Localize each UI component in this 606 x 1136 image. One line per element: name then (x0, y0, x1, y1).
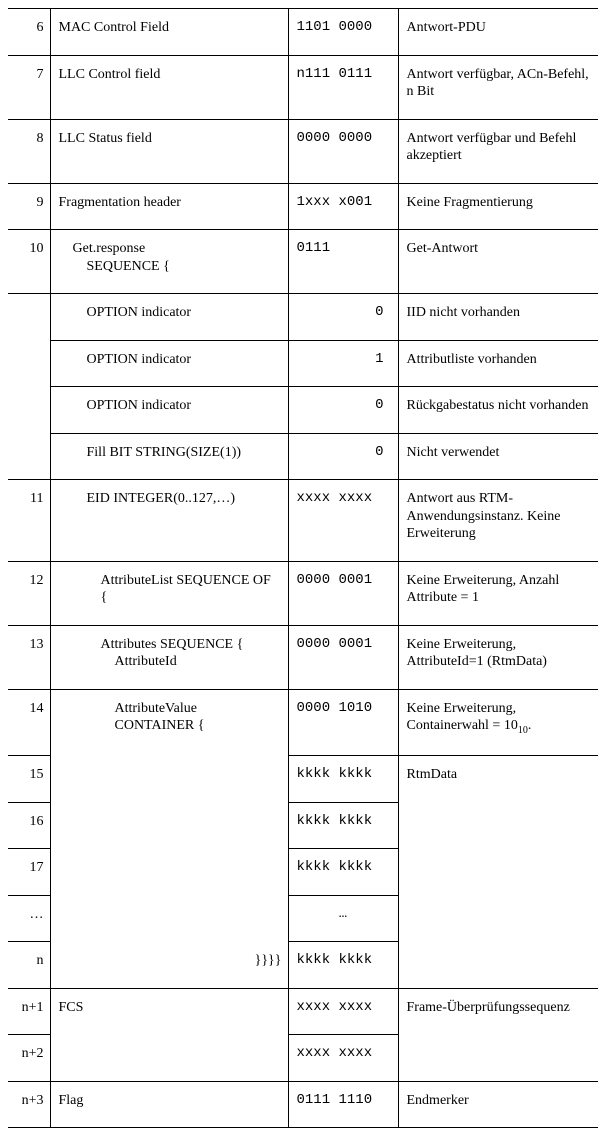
name-line1: Attributes SEQUENCE { (101, 637, 244, 652)
table-row: 17 kkkk kkkk (8, 849, 598, 896)
row-num: 16 (8, 802, 50, 849)
row-num: 6 (8, 9, 50, 56)
row-bits: xxxx xxxx (288, 988, 398, 1035)
row-desc: Antwort-PDU (398, 9, 598, 56)
row-name: FCS (50, 988, 288, 1035)
row-num: 11 (8, 480, 50, 562)
table-row: n+1 FCS xxxx xxxx Frame-Überprüfungssequ… (8, 988, 598, 1035)
table-row: 10 Get.response SEQUENCE { 0111 Get-Antw… (8, 230, 598, 294)
row-num: n (8, 942, 50, 989)
row-bits: 0 (288, 294, 398, 341)
row-desc: IID nicht vorhanden (398, 294, 598, 341)
row-bits: 0 (288, 433, 398, 480)
row-bits: 1xxx x001 (288, 183, 398, 230)
row-name: AttributeValue CONTAINER { (50, 689, 288, 756)
row-desc: Attributliste vorhanden (398, 340, 598, 387)
table-row: … … (8, 895, 598, 942)
row-brace: }}}} (50, 942, 288, 989)
table-row: OPTION indicator 1 Attributliste vorhand… (8, 340, 598, 387)
row-name: OPTION indicator (50, 387, 288, 434)
name-line2: AttributeId (101, 654, 177, 669)
row-num: … (8, 895, 50, 942)
row-bits: 0000 0001 (288, 561, 398, 625)
row-num: 17 (8, 849, 50, 896)
table-row: 8 LLC Status field 0000 0000 Antwort ver… (8, 119, 598, 183)
row-bits: 1101 0000 (288, 9, 398, 56)
row-bits: … (288, 895, 398, 942)
table-row: 7 LLC Control field n111 0111 Antwort ve… (8, 55, 598, 119)
row-desc: Rückgabestatus nicht vorhanden (398, 387, 598, 434)
row-bits: 0111 1110 (288, 1081, 398, 1128)
row-name: Attributes SEQUENCE { AttributeId (50, 625, 288, 689)
row-bits: 0 (288, 387, 398, 434)
row-bits: 0000 1010 (288, 689, 398, 756)
row-num: 10 (8, 230, 50, 294)
row-num: 8 (8, 119, 50, 183)
table-row: 12 AttributeList SEQUENCE OF { 0000 0001… (8, 561, 598, 625)
row-desc: RtmData (398, 756, 598, 803)
table-row: 6 MAC Control Field 1101 0000 Antwort-PD… (8, 9, 598, 56)
row-num: n+3 (8, 1081, 50, 1128)
row-name: Fill BIT STRING(SIZE(1)) (50, 433, 288, 480)
row-bits: n111 0111 (288, 55, 398, 119)
table-row: n }}}} kkkk kkkk (8, 942, 598, 989)
row-name: EID INTEGER(0..127,…) (50, 480, 288, 562)
table-row: 14 AttributeValue CONTAINER { 0000 1010 … (8, 689, 598, 756)
row-desc: Keine Erweiterung, Containerwahl = 1010. (398, 689, 598, 756)
row-desc: Keine Erweiterung, Anzahl Attribute = 1 (398, 561, 598, 625)
row-desc: Nicht verwendet (398, 433, 598, 480)
row-desc: Get-Antwort (398, 230, 598, 294)
row-name: AttributeList SEQUENCE OF { (50, 561, 288, 625)
row-num: 13 (8, 625, 50, 689)
row-name: Get.response SEQUENCE { (50, 230, 288, 294)
row-num: 15 (8, 756, 50, 803)
row-bits: kkkk kkkk (288, 942, 398, 989)
row-bits: 0000 0001 (288, 625, 398, 689)
table-row: OPTION indicator 0 IID nicht vorhanden (8, 294, 598, 341)
row-num: 7 (8, 55, 50, 119)
row-desc: Antwort verfügbar und Befehl akzeptiert (398, 119, 598, 183)
row-num: 12 (8, 561, 50, 625)
row-desc: Keine Fragmentierung (398, 183, 598, 230)
row-desc: Antwort verfügbar, ACn-Befehl, n Bit (398, 55, 598, 119)
row-desc: Antwort aus RTM-Anwendungsinstanz. Keine… (398, 480, 598, 562)
table-row: 11 EID INTEGER(0..127,…) xxxx xxxx Antwo… (8, 480, 598, 562)
row-bits: kkkk kkkk (288, 756, 398, 803)
table-row: 15 kkkk kkkk RtmData (8, 756, 598, 803)
table-row: 9 Fragmentation header 1xxx x001 Keine F… (8, 183, 598, 230)
row-bits: xxxx xxxx (288, 1035, 398, 1082)
table-row: OPTION indicator 0 Rückgabestatus nicht … (8, 387, 598, 434)
row-bits: 0000 0000 (288, 119, 398, 183)
row-desc: Frame-Überprüfungssequenz (398, 988, 598, 1035)
table-row: n+2 xxxx xxxx (8, 1035, 598, 1082)
protocol-table: 6 MAC Control Field 1101 0000 Antwort-PD… (8, 8, 598, 1128)
row-bits: 1 (288, 340, 398, 387)
row-num: 14 (8, 689, 50, 756)
table-row: 13 Attributes SEQUENCE { AttributeId 000… (8, 625, 598, 689)
row-num: n+1 (8, 988, 50, 1035)
table-row: 16 kkkk kkkk (8, 802, 598, 849)
row-desc: Endmerker (398, 1081, 598, 1128)
row-bits: 0111 (288, 230, 398, 294)
row-name: Flag (50, 1081, 288, 1128)
desc-dot: . (528, 718, 532, 733)
row-name: Fragmentation header (50, 183, 288, 230)
name-line1: Get.response (73, 241, 146, 256)
row-num: 9 (8, 183, 50, 230)
row-name: LLC Control field (50, 55, 288, 119)
name-line2: SEQUENCE { (73, 259, 170, 274)
row-name: LLC Status field (50, 119, 288, 183)
row-bits: kkkk kkkk (288, 802, 398, 849)
row-desc: Keine Erweiterung, AttributeId=1 (RtmDat… (398, 625, 598, 689)
desc-text: Keine Erweiterung, Containerwahl = 10 (407, 701, 518, 734)
table-row: Fill BIT STRING(SIZE(1)) 0 Nicht verwend… (8, 433, 598, 480)
table-row: n+3 Flag 0111 1110 Endmerker (8, 1081, 598, 1128)
row-bits: kkkk kkkk (288, 849, 398, 896)
row-name: MAC Control Field (50, 9, 288, 56)
row-name: OPTION indicator (50, 294, 288, 341)
row-name: OPTION indicator (50, 340, 288, 387)
row-bits: xxxx xxxx (288, 480, 398, 562)
desc-sub: 10 (518, 725, 528, 736)
row-num: n+2 (8, 1035, 50, 1082)
